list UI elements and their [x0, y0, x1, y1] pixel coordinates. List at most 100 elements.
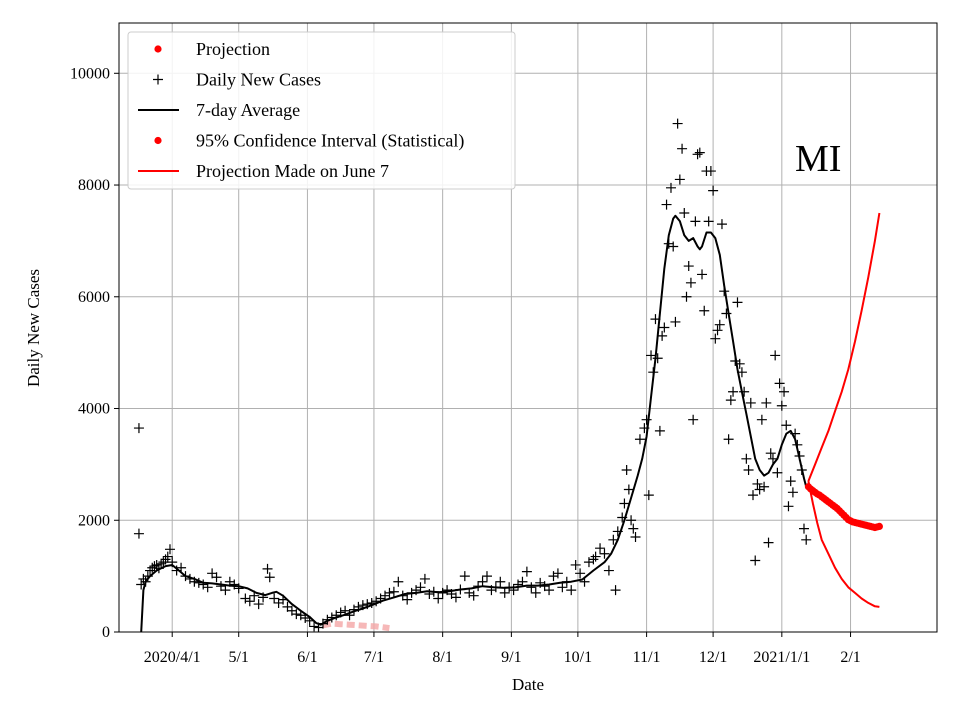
daily-cases-point [743, 464, 754, 475]
daily-cases-point [164, 544, 175, 555]
projection-made-on-june-7-faded-line [322, 620, 390, 632]
daily-cases-point [495, 576, 506, 587]
daily-cases-point [661, 199, 672, 210]
daily-cases-point [710, 333, 721, 344]
daily-cases-point [776, 400, 787, 411]
daily-cases-point [481, 571, 492, 582]
95-confidence-interval-statistical-lower-line [807, 480, 880, 608]
x-tick-label: 2020/4/1 [144, 649, 201, 666]
daily-cases-point [668, 241, 679, 252]
daily-cases-point [419, 573, 430, 584]
daily-cases-point [517, 576, 528, 587]
daily-cases-point [244, 596, 255, 607]
plot-frame [118, 22, 938, 633]
daily-cases-point [741, 453, 752, 464]
x-tick-label: 7/1 [364, 649, 384, 666]
daily-cases-point [557, 582, 568, 593]
daily-cases-point [628, 523, 639, 534]
daily-cases-point [149, 561, 160, 572]
daily-cases-point [393, 576, 404, 587]
daily-cases-point [459, 571, 470, 582]
legend-label: Projection Made on June 7 [196, 161, 389, 181]
daily-cases-point [433, 593, 444, 604]
series-layer [133, 118, 883, 632]
series-clip [133, 118, 883, 632]
daily-cases-point [694, 147, 705, 158]
daily-cases-point [626, 515, 637, 526]
daily-cases-point [621, 464, 632, 475]
daily-cases-point [652, 353, 663, 364]
daily-cases-point [745, 397, 756, 408]
daily-cases-point [674, 174, 685, 185]
daily-cases-point [679, 207, 690, 218]
daily-cases-point [670, 316, 681, 327]
x-tick-label: 11/1 [633, 649, 661, 666]
y-tick-label: 2000 [78, 512, 110, 529]
daily-cases-point [575, 568, 586, 579]
daily-cases-point [643, 490, 654, 501]
daily-cases-point [211, 572, 222, 583]
daily-cases-point [309, 621, 320, 632]
daily-cases-point [264, 572, 275, 583]
daily-cases-point [690, 216, 701, 227]
daily-cases-point [133, 528, 144, 539]
daily-cases-point [415, 582, 426, 593]
daily-cases-point [566, 585, 577, 596]
daily-cases-point [703, 216, 714, 227]
daily-cases-point [160, 554, 171, 565]
daily-cases-point [683, 261, 694, 272]
daily-cases-point [610, 585, 621, 596]
daily-cases-point [220, 585, 231, 596]
daily-cases-point [787, 487, 798, 498]
legend: Projection Daily New Cases 7-day Average 95… [127, 31, 516, 190]
daily-cases-point [774, 378, 785, 389]
daily-cases-point [681, 291, 692, 302]
legend-marker-plus [153, 74, 163, 85]
daily-cases-point [253, 599, 264, 610]
daily-cases-point [672, 118, 683, 129]
y-tick-label: 4000 [78, 401, 110, 418]
daily-cases-point [619, 498, 630, 509]
daily-cases-point [692, 149, 703, 160]
daily-cases-point [723, 434, 734, 445]
daily-cases-point [665, 182, 676, 193]
daily-cases-point [763, 537, 774, 548]
daily-cases-point [530, 587, 541, 598]
daily-cases-point [269, 593, 280, 604]
7-day-average-line [140, 214, 808, 632]
daily-cases-point [657, 330, 668, 341]
daily-cases-point [728, 386, 739, 397]
daily-cases-point [765, 448, 776, 459]
daily-cases-point [262, 563, 273, 574]
daily-cases-point [641, 414, 652, 425]
x-axis-label: Date [512, 675, 544, 694]
daily-cases-point [705, 166, 716, 177]
daily-cases-point [402, 594, 413, 605]
daily-cases-point [590, 551, 601, 562]
daily-cases-point [685, 277, 696, 288]
legend-label: 95% Confidence Interval (Statistical) [196, 131, 464, 152]
daily-cases-point [595, 543, 606, 554]
daily-cases-point [770, 350, 781, 361]
daily-cases-point [781, 420, 792, 431]
daily-cases-point [133, 423, 144, 434]
daily-cases-point [552, 568, 563, 579]
daily-cases-point [725, 395, 736, 406]
daily-cases-point [783, 501, 794, 512]
daily-cases-point [759, 481, 770, 492]
daily-cases-point [714, 319, 725, 330]
legend-box [127, 31, 516, 190]
daily-cases-point [233, 583, 244, 594]
daily-cases-point [659, 322, 670, 333]
daily-cases-point [521, 566, 532, 577]
daily-cases-point [801, 534, 812, 545]
ticks: 2020/4/1 5/1 6/1 7/1 8/1 9/1 10/1 11/1 12/1 2021/… [70, 65, 861, 666]
daily-cases-point [630, 532, 641, 543]
projection-point [875, 522, 883, 531]
daily-cases-point [750, 555, 761, 566]
daily-cases-point [588, 554, 599, 565]
daily-cases-point [608, 534, 619, 545]
daily-cases-point [677, 143, 688, 154]
daily-cases-point [716, 219, 727, 230]
